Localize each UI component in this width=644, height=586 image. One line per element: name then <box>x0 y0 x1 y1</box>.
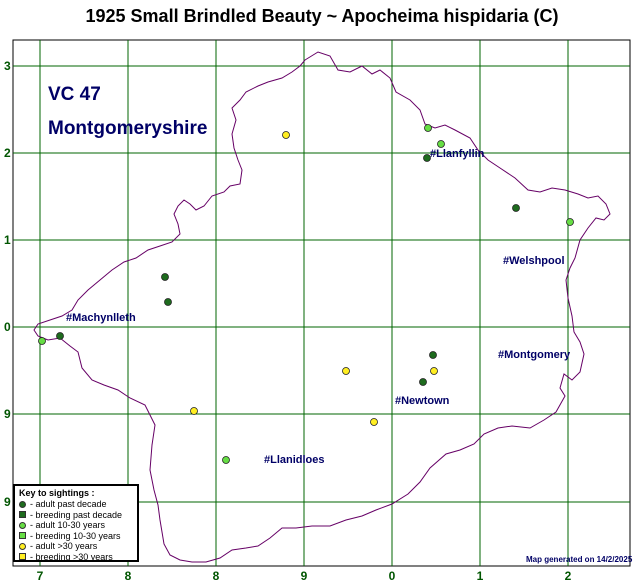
y-axis-label: 2 <box>4 146 11 160</box>
sighting-adult-over-30-years <box>370 418 378 426</box>
breeding-10-30-years-icon <box>19 532 26 540</box>
sighting-adult-10-30-years <box>424 124 432 132</box>
map-title: 1925 Small Brindled Beauty ~ Apocheima h… <box>85 6 559 26</box>
x-axis-label: 1 <box>477 569 484 583</box>
key-item: - breeding past decade <box>19 510 133 521</box>
key-item: - breeding >30 years <box>19 552 133 563</box>
y-axis-label: 9 <box>4 495 11 509</box>
sighting-adult-10-30-years <box>38 337 46 345</box>
map-frame <box>12 39 631 567</box>
sighting-adult-over-30-years <box>190 407 198 415</box>
sighting-adult-past-decade <box>429 351 437 359</box>
town-label: #Welshpool <box>503 255 565 267</box>
key-item: - adult past decade <box>19 499 133 510</box>
sighting-adult-over-30-years <box>430 367 438 375</box>
sightings-key: Key to sightings : - adult past decade -… <box>13 484 139 562</box>
county-boundary <box>33 51 611 563</box>
town-label: #Montgomery <box>498 349 571 361</box>
sighting-adult-10-30-years <box>566 218 574 226</box>
adult-past-decade-icon <box>19 500 26 508</box>
vc-code: VC 47 <box>48 84 101 105</box>
breeding-past-decade-icon <box>19 511 26 519</box>
vc-name: Montgomeryshire <box>48 118 208 139</box>
adult-over-30-years-icon <box>19 542 26 550</box>
town-label: #Machynlleth <box>66 312 136 324</box>
sighting-adult-10-30-years <box>222 456 230 464</box>
sighting-adult-past-decade <box>56 332 64 340</box>
x-axis-label: 8 <box>213 569 220 583</box>
key-item: - adult >30 years <box>19 541 133 552</box>
y-axis-label: 9 <box>4 407 11 421</box>
key-label: - adult 10-30 years <box>30 520 106 531</box>
key-label: - breeding >30 years <box>30 551 113 562</box>
key-label: - adult past decade <box>30 499 107 510</box>
x-axis-label: 7 <box>37 569 44 583</box>
key-label: - breeding past decade <box>30 509 123 520</box>
town-label: #Llanfyllin <box>430 148 485 160</box>
sighting-adult-past-decade <box>512 204 520 212</box>
sighting-adult-past-decade <box>161 273 169 281</box>
sighting-adult-past-decade <box>423 154 431 162</box>
y-axis-label: 1 <box>4 233 11 247</box>
x-axis-label: 2 <box>565 569 572 583</box>
y-axis-label: 3 <box>4 59 11 73</box>
key-title: Key to sightings : <box>19 488 95 498</box>
sightings <box>38 124 574 464</box>
key-label: - breeding 10-30 years <box>30 530 121 541</box>
sighting-adult-over-30-years <box>282 131 290 139</box>
sighting-adult-past-decade <box>419 378 427 386</box>
town-label: #Newtown <box>395 395 450 407</box>
key-label: - adult >30 years <box>30 541 98 552</box>
sighting-adult-over-30-years <box>342 367 350 375</box>
adult-10-30-years-icon <box>19 521 26 529</box>
town-label: #Llanidloes <box>264 454 325 466</box>
x-axis-label: 8 <box>125 569 132 583</box>
generated-date: Map generated on 14/2/2025 <box>526 555 633 564</box>
x-axis-label: 0 <box>389 569 396 583</box>
grid <box>13 40 630 566</box>
key-item: - adult 10-30 years <box>19 520 133 531</box>
x-axis-label: 9 <box>301 569 308 583</box>
sighting-adult-10-30-years <box>437 140 445 148</box>
breeding-over-30-years-icon <box>19 553 26 561</box>
key-item: - breeding 10-30 years <box>19 531 133 542</box>
sighting-adult-past-decade <box>164 298 172 306</box>
y-axis-label: 0 <box>4 320 11 334</box>
